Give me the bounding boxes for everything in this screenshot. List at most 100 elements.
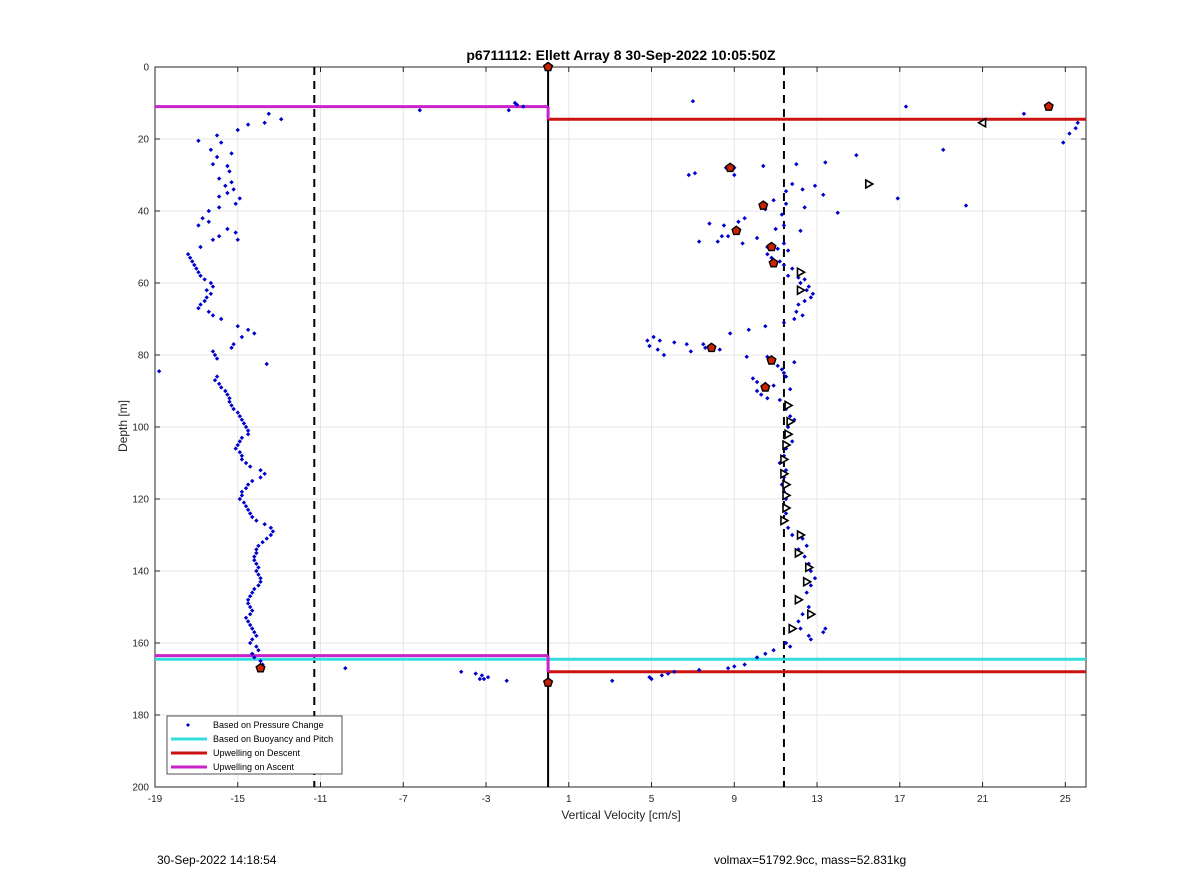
data-point xyxy=(473,671,478,676)
data-point xyxy=(279,117,284,122)
data-point xyxy=(783,640,789,646)
data-point xyxy=(684,342,689,347)
data-point xyxy=(754,379,760,385)
data-point xyxy=(1061,140,1066,145)
y-tick-label: 140 xyxy=(132,567,149,578)
y-tick-label: 0 xyxy=(143,63,149,74)
data-point xyxy=(657,338,663,343)
triangle-marker xyxy=(780,515,790,526)
data-point xyxy=(806,561,811,566)
data-point xyxy=(761,163,766,169)
data-point xyxy=(783,511,789,516)
data-point xyxy=(903,104,909,109)
data-point xyxy=(779,367,785,372)
data-point xyxy=(243,504,249,509)
data-point xyxy=(206,309,211,314)
data-point xyxy=(796,302,801,307)
data-point xyxy=(250,651,255,656)
data-point xyxy=(239,334,245,340)
data-point xyxy=(725,666,731,671)
data-point xyxy=(715,239,720,244)
data-point xyxy=(787,387,793,392)
data-point xyxy=(247,622,253,628)
data-point xyxy=(787,644,793,649)
data-point xyxy=(210,349,216,354)
data-point xyxy=(192,262,197,268)
data-point xyxy=(252,558,257,563)
data-point xyxy=(647,343,652,349)
data-point xyxy=(243,460,249,466)
red-marker xyxy=(542,677,554,687)
data-point xyxy=(262,120,267,125)
data-point xyxy=(254,561,259,566)
data-point xyxy=(792,360,797,365)
data-point xyxy=(208,291,214,296)
data-point xyxy=(210,237,216,242)
data-point xyxy=(202,277,207,282)
data-point xyxy=(198,302,203,307)
data-point xyxy=(156,369,162,374)
data-point xyxy=(785,525,791,530)
data-point xyxy=(777,397,783,403)
red-marker xyxy=(758,200,769,210)
data-point xyxy=(214,154,220,160)
data-point xyxy=(800,612,805,617)
data-point xyxy=(794,162,799,167)
data-point xyxy=(661,352,667,358)
data-point xyxy=(250,608,255,613)
data-point xyxy=(245,507,251,512)
data-point xyxy=(250,514,255,520)
data-point xyxy=(206,208,211,214)
data-point xyxy=(210,162,216,167)
data-point xyxy=(247,594,253,599)
data-point xyxy=(792,316,797,322)
data-point xyxy=(239,453,245,458)
data-point xyxy=(258,579,263,584)
data-point xyxy=(210,313,216,318)
triangle-marker xyxy=(782,479,792,490)
data-point xyxy=(742,662,747,667)
data-point xyxy=(258,468,263,473)
data-point xyxy=(703,345,708,350)
data-point xyxy=(823,626,828,631)
data-point xyxy=(692,171,698,176)
data-point xyxy=(196,270,201,275)
data-point xyxy=(216,234,222,239)
data-point xyxy=(775,246,780,251)
data-point xyxy=(645,338,650,343)
data-point xyxy=(686,172,691,178)
triangle-marker xyxy=(794,547,805,559)
data-point xyxy=(245,597,251,602)
data-point xyxy=(785,424,791,430)
y-tick-label: 180 xyxy=(132,711,149,722)
data-point xyxy=(247,464,253,469)
data-point xyxy=(821,630,826,635)
data-point xyxy=(800,313,805,318)
data-point xyxy=(243,615,249,620)
data-point xyxy=(773,226,778,232)
data-point xyxy=(225,392,230,397)
data-point xyxy=(781,370,787,376)
data-point xyxy=(610,678,615,683)
data-point xyxy=(812,576,818,581)
data-point xyxy=(804,590,809,595)
data-point xyxy=(208,147,214,152)
data-point xyxy=(744,354,749,359)
data-point xyxy=(754,388,760,394)
x-tick-label: 5 xyxy=(649,794,655,805)
axis-ticks: -19 -15 -11 -7 -3 1 5 9 13 17 21 25 0 20 40 60 80 100 120 1… xyxy=(132,63,1086,805)
data-point xyxy=(225,190,230,196)
triangle-marker xyxy=(796,529,807,541)
data-point xyxy=(237,414,243,419)
data-point xyxy=(235,127,240,133)
data-point xyxy=(210,284,216,289)
y-tick-label: 60 xyxy=(138,279,150,290)
data-point xyxy=(806,633,811,638)
data-point xyxy=(808,295,814,300)
data-point xyxy=(256,565,261,570)
data-point xyxy=(231,406,236,412)
data-point xyxy=(812,183,818,188)
data-point xyxy=(237,196,243,201)
data-point xyxy=(194,266,199,271)
